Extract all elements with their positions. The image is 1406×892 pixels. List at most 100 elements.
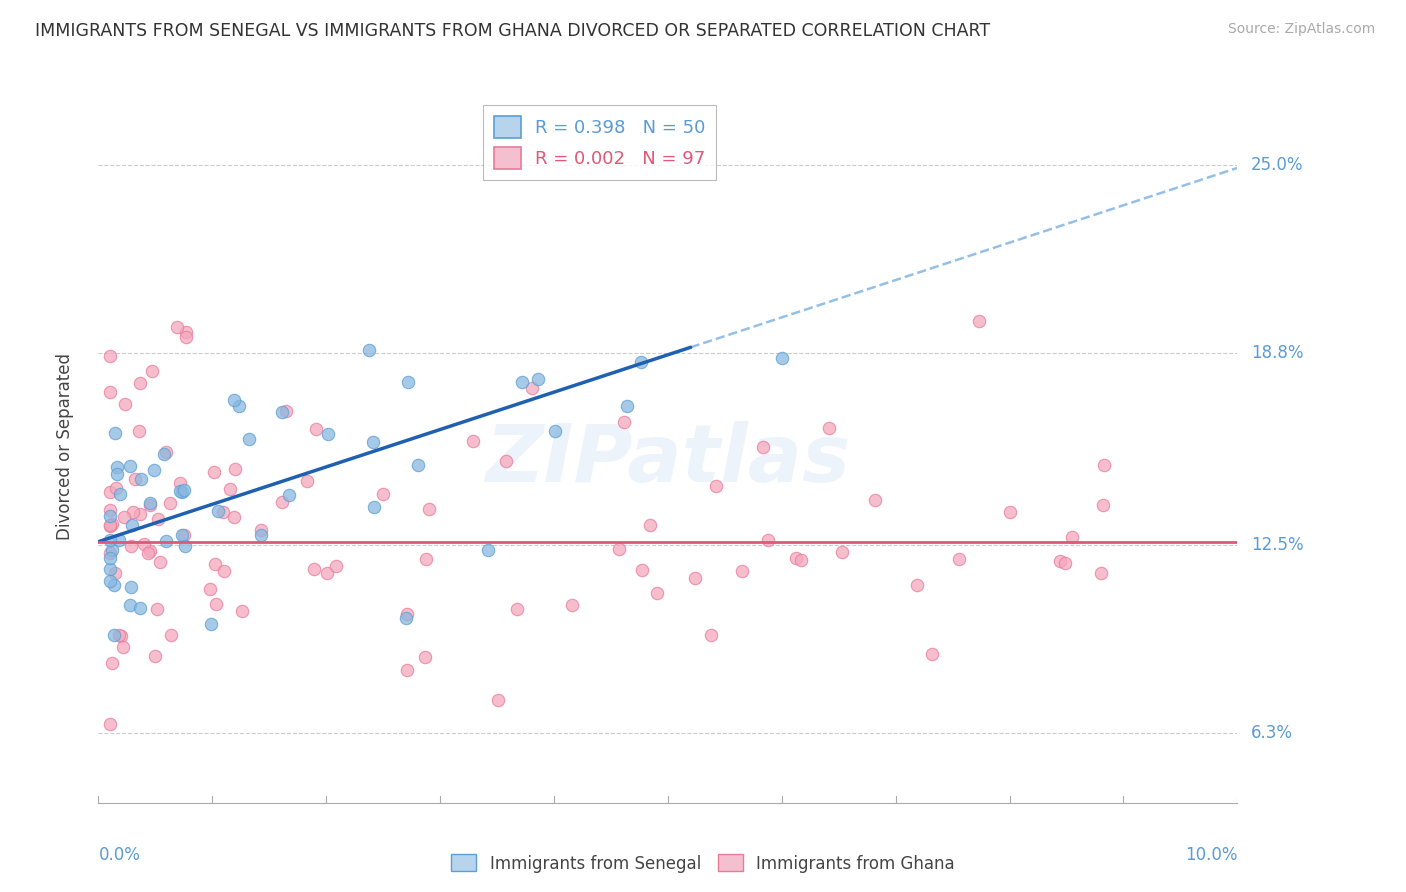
Point [817,421,839,435]
Point [948,552,970,566]
Point [418,502,440,516]
Point [396,375,419,389]
Point [98,384,121,399]
Point [107,533,129,547]
Point [98,533,121,548]
Point [173,528,195,542]
Point [325,558,347,573]
Text: 6.3%: 6.3% [1251,724,1294,742]
Point [146,511,169,525]
Point [198,582,221,597]
Point [207,504,229,518]
Point [228,399,250,413]
Point [752,440,775,454]
Point [495,454,517,468]
Point [967,314,990,328]
Point [202,466,225,480]
Point [520,381,543,395]
Text: 10.0%: 10.0% [1185,846,1237,863]
Point [277,488,299,502]
Point [169,475,191,490]
Point [704,479,727,493]
Point [98,551,121,566]
Point [361,435,384,450]
Point [270,495,292,509]
Text: 12.5%: 12.5% [1251,536,1303,554]
Point [506,601,529,615]
Point [98,509,121,524]
Point [101,516,124,531]
Point [114,397,136,411]
Point [770,351,793,365]
Point [613,415,636,429]
Point [98,716,121,731]
Point [149,555,172,569]
Point [121,518,143,533]
Point [645,586,668,600]
Point [700,628,723,642]
Point [139,496,162,510]
Point [790,553,813,567]
Text: ZIPatlas: ZIPatlas [485,421,851,500]
Point [616,399,638,413]
Legend: R = 0.398   N = 50, R = 0.002   N = 97: R = 0.398 N = 50, R = 0.002 N = 97 [482,105,716,180]
Point [921,647,943,661]
Point [512,375,534,389]
Point [104,566,127,580]
Point [100,656,122,670]
Point [155,445,177,459]
Point [218,482,240,496]
Point [316,566,339,581]
Text: 25.0%: 25.0% [1251,156,1303,174]
Point [905,578,928,592]
Point [831,545,853,559]
Point [103,578,125,592]
Point [110,629,132,643]
Point [415,552,437,566]
Point [98,562,121,576]
Point [129,376,152,391]
Point [98,574,121,588]
Point [756,533,779,547]
Point [231,604,253,618]
Point [136,546,159,560]
Point [238,432,260,446]
Point [274,404,297,418]
Point [359,343,381,358]
Point [132,537,155,551]
Point [316,426,339,441]
Point [129,472,152,486]
Point [108,628,131,642]
Point [371,487,394,501]
Point [104,426,127,441]
Point [169,484,191,499]
Point [544,424,567,438]
Point [176,330,198,344]
Point [146,601,169,615]
Point [160,628,183,642]
Point [250,528,273,542]
Point [1060,529,1083,543]
Point [98,485,121,500]
Point [166,319,188,334]
Point [121,580,143,594]
Point [139,544,162,558]
Point [731,564,754,578]
Point [609,541,631,556]
Point [104,481,127,495]
Point [170,528,193,542]
Point [98,546,121,560]
Point [295,475,318,489]
Text: IMMIGRANTS FROM SENEGAL VS IMMIGRANTS FROM GHANA DIVORCED OR SEPARATED CORRELATI: IMMIGRANTS FROM SENEGAL VS IMMIGRANTS FR… [35,22,990,40]
Point [1049,554,1071,568]
Point [1091,498,1114,512]
Point [785,551,807,566]
Point [176,326,198,340]
Point [118,599,141,613]
Point [98,350,121,364]
Point [212,505,235,519]
Point [212,564,235,578]
Point [105,467,128,481]
Point [98,519,121,533]
Point [222,510,245,524]
